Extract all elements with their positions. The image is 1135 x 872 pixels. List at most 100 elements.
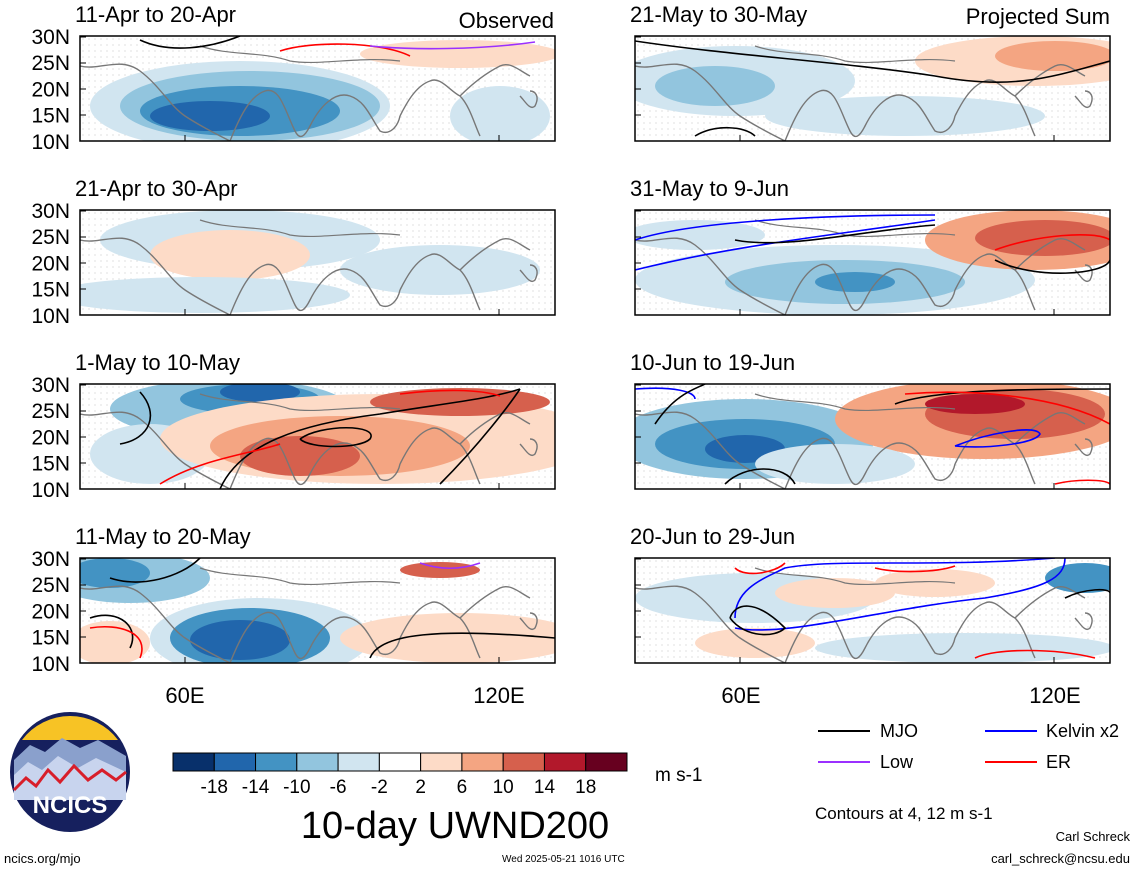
x-tick-label: 120E: [473, 683, 524, 708]
y-tick-label: 20N: [31, 600, 70, 623]
shading-layer: [635, 558, 1110, 663]
shading-layer: [80, 558, 555, 663]
wind-anomaly-shading: [340, 613, 555, 663]
er-contour: [974, 649, 1096, 659]
coastline: [80, 63, 538, 141]
mjo-contour: [219, 388, 521, 489]
y-tick-label: 25N: [31, 52, 70, 75]
colorbar-tick-label: -2: [371, 777, 388, 798]
panel-title: 1-May to 10-May: [75, 350, 240, 375]
timestamp: Wed 2025-05-21 1016 UTC: [502, 854, 625, 865]
y-tick-label: 20N: [31, 252, 70, 275]
y-tick-label: 30N: [31, 548, 70, 571]
colorbar-swatch: [585, 752, 628, 772]
legend-label: Low: [880, 752, 914, 772]
wind-anomaly-shading: [220, 384, 300, 402]
mjo-contour: [299, 427, 372, 448]
panel-title: 21-May to 30-May: [630, 2, 807, 27]
wind-anomaly-shading: [80, 558, 150, 588]
shading-layer: [80, 210, 540, 315]
er-contour: [279, 43, 411, 57]
colorbar-swatch: [172, 752, 215, 772]
coastline: [635, 63, 1093, 141]
y-tick-label: 30N: [31, 200, 70, 223]
site-link[interactable]: ncics.org/mjo: [4, 851, 81, 866]
wind-anomaly-shading: [150, 101, 270, 131]
colorbar-tick-label: -10: [283, 777, 310, 798]
legend-entry-er: ER: [985, 752, 1071, 772]
y-tick-label: 15N: [31, 105, 70, 128]
panel-title: 31-May to 9-Jun: [630, 176, 789, 201]
coastline: [80, 237, 538, 315]
coastline: [635, 237, 1093, 315]
kelvin-contour: [954, 429, 1041, 448]
mjo-contour: [694, 126, 756, 137]
colorbar-swatch: [213, 752, 257, 772]
legend-entry-mjo: MJO: [818, 721, 918, 741]
colorbar-tick-label: 2: [415, 777, 426, 798]
x-axis-left: 60E 120E: [165, 683, 524, 708]
y-tick-label: 25N: [31, 400, 70, 423]
units-label: m s-1: [655, 765, 703, 786]
legend-entry-kelvin: Kelvin x2: [985, 721, 1119, 741]
mjo-contour: [734, 224, 936, 244]
kelvin-contour: [734, 558, 1056, 619]
wind-anomaly-shading: [655, 66, 775, 106]
wind-anomaly-shading: [1045, 563, 1110, 593]
panel-title: 20-Jun to 29-Jun: [630, 524, 795, 549]
legend-entry-low: Low: [818, 752, 914, 772]
map-panel: 10-Jun to 19-Jun: [630, 350, 1111, 490]
low-contour: [419, 562, 481, 570]
wind-anomaly-shading: [815, 272, 895, 292]
author-email: carl_schreck@ncsu.edu: [991, 851, 1130, 866]
wind-anomaly-shading: [360, 40, 555, 68]
panel-title: 10-Jun to 19-Jun: [630, 350, 795, 375]
shading-layer: [635, 210, 1110, 315]
kelvin-contour: [635, 214, 936, 241]
border-line: [754, 45, 956, 64]
wind-anomaly-shading: [450, 86, 550, 141]
wind-anomaly-shading: [695, 628, 815, 658]
coastline: [80, 411, 538, 489]
shading-layer: [635, 36, 1110, 141]
border-line: [754, 393, 956, 412]
mjo-contour: [119, 391, 152, 445]
border-line: [199, 393, 401, 412]
x-tick-label: 60E: [165, 683, 204, 708]
mjo-contour: [89, 614, 134, 649]
colorbar-swatch: [255, 752, 298, 772]
wind-anomaly-shading: [875, 569, 995, 597]
low-contour: [369, 41, 536, 50]
er-contour: [1054, 479, 1110, 485]
colorbar-tick-label: -14: [242, 777, 270, 798]
er-contour: [904, 391, 1110, 425]
colorbar: -18 -14 -10 -6 -2 2 6 10 14 18: [172, 752, 628, 798]
mjo-contour: [635, 40, 1110, 84]
x-axis-right: 60E 120E: [721, 683, 1080, 708]
wind-anomaly-shading: [995, 41, 1110, 71]
y-tick-label: 15N: [31, 627, 70, 650]
y-tick-label: 10N: [31, 653, 70, 676]
colorbar-swatch: [502, 752, 545, 772]
mjo-contour: [369, 632, 555, 659]
wind-anomaly-shading: [925, 394, 1025, 414]
shading-layer: [635, 384, 1110, 489]
colorbar-tick-label: -18: [201, 777, 228, 798]
legend-label: Kelvin x2: [1046, 721, 1119, 741]
y-tick-label: 15N: [31, 279, 70, 302]
wind-anomaly-shading: [150, 230, 310, 280]
mjo-contour: [139, 36, 241, 49]
colorbar-swatch: [296, 752, 339, 772]
shading-layer: [80, 36, 555, 141]
mjo-contour: [729, 605, 787, 636]
kelvin-contour: [635, 387, 696, 400]
y-tick-label: 20N: [31, 426, 70, 449]
contour-note: Contours at 4, 12 m s-1: [815, 804, 993, 823]
y-tick-label: 25N: [31, 226, 70, 249]
wind-anomaly-shading: [755, 444, 915, 484]
panel-title: 11-Apr to 20-Apr: [75, 2, 236, 27]
y-tick-label: 15N: [31, 453, 70, 476]
colorbar-swatch: [337, 752, 380, 772]
